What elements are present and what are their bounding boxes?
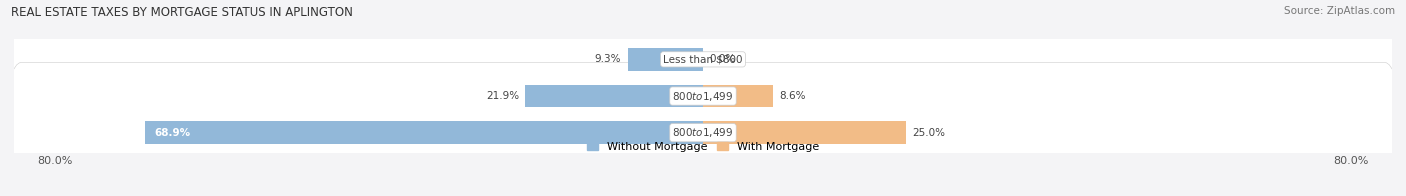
Text: $800 to $1,499: $800 to $1,499 bbox=[672, 90, 734, 103]
Bar bbox=[627, 48, 703, 71]
Bar bbox=[703, 121, 905, 144]
Bar bbox=[526, 85, 703, 107]
Text: 8.6%: 8.6% bbox=[779, 91, 806, 101]
Text: 25.0%: 25.0% bbox=[912, 128, 945, 138]
Text: REAL ESTATE TAXES BY MORTGAGE STATUS IN APLINGTON: REAL ESTATE TAXES BY MORTGAGE STATUS IN … bbox=[11, 6, 353, 19]
Text: Source: ZipAtlas.com: Source: ZipAtlas.com bbox=[1284, 6, 1395, 16]
Text: 21.9%: 21.9% bbox=[486, 91, 519, 101]
FancyBboxPatch shape bbox=[6, 26, 1400, 166]
Text: $800 to $1,499: $800 to $1,499 bbox=[672, 126, 734, 139]
Text: 9.3%: 9.3% bbox=[595, 54, 621, 64]
FancyBboxPatch shape bbox=[6, 0, 1400, 130]
Bar bbox=[145, 121, 703, 144]
Text: Less than $800: Less than $800 bbox=[664, 54, 742, 64]
Bar bbox=[703, 85, 773, 107]
Text: 0.0%: 0.0% bbox=[710, 54, 735, 64]
Legend: Without Mortgage, With Mortgage: Without Mortgage, With Mortgage bbox=[582, 137, 824, 156]
Text: 68.9%: 68.9% bbox=[155, 128, 190, 138]
FancyBboxPatch shape bbox=[6, 62, 1400, 196]
